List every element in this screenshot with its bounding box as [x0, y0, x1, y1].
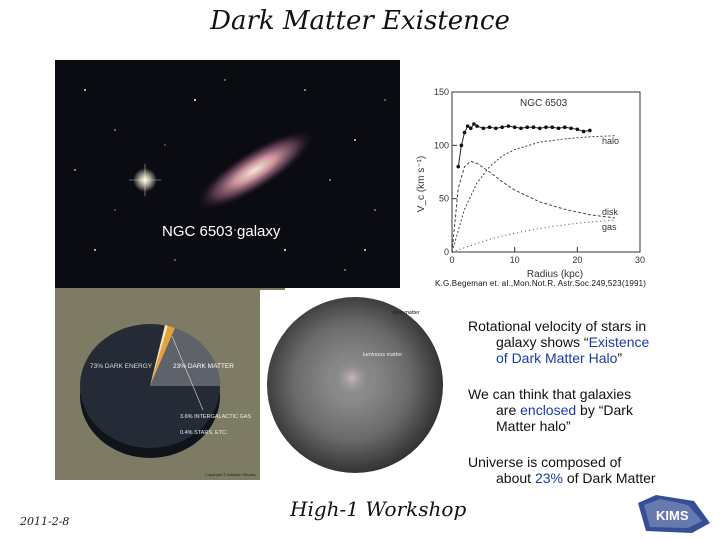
dark-matter-halo-image: dark matter luminous matter [260, 290, 460, 490]
observed-point [588, 128, 592, 133]
citation: K.G.Begeman et. al.,Mon.Not.R. Astr.Soc.… [435, 279, 647, 288]
pie-label-stars: 0.4% STARS, ETC. [180, 430, 228, 436]
observed-point [465, 124, 470, 128]
chart-series [451, 135, 615, 253]
series-line-disk [451, 160, 615, 253]
bullet-1-line3: of Dark Matter Halo” [496, 350, 623, 366]
x-tick-label: 20 [572, 255, 582, 265]
observed-point [456, 164, 461, 169]
galaxy-photo: NGC 6503 galaxy [55, 60, 400, 288]
observed-point [525, 125, 529, 129]
bullet-2-line3: Matter halo” [496, 418, 571, 434]
bullet-3: Universe is composed of about 23% of Dar… [468, 454, 713, 486]
pie-label-dark-energy: 73% DARK ENERGY [90, 363, 153, 370]
label-halo: halo [602, 136, 619, 146]
observed-point [475, 124, 479, 128]
y-tick-label: 100 [434, 140, 449, 150]
y-tick-label: 0 [444, 247, 449, 257]
kims-logo: KIMS [634, 493, 714, 535]
bullet-2-line1: We can think that galaxies [468, 386, 632, 402]
observed-point [469, 126, 473, 131]
series-line-gas [451, 219, 615, 253]
halo-label-dark-matter: dark matter [392, 310, 420, 316]
observed-point [556, 126, 561, 131]
rotation-curve-chart: 0 10 20 30 0 50 100 150 NGC 6503 Radius (kpc) V… [400, 74, 655, 284]
observed-point [575, 127, 580, 132]
chart-xlabel: Radius (kpc) [527, 269, 583, 280]
y-tick-label: 50 [439, 194, 449, 204]
pie-label-gas: 3.6% INTERGALACTIC GAS [180, 414, 252, 420]
label-gas: gas [602, 222, 617, 232]
halo-label-luminous: luminous matter [363, 352, 402, 358]
bullet-2: We can think that galaxies are enclosed … [468, 386, 713, 434]
bullet-1-line2: galaxy shows “Existence [496, 334, 650, 350]
slide-title: Dark Matter Existence [210, 6, 510, 36]
observed-point [462, 130, 467, 135]
pie-label-dark-matter: 23% DARK MATTER [173, 363, 234, 370]
slide-date: 2011-2-8 [20, 515, 70, 528]
observed-point [519, 126, 523, 131]
pie-photo: 73% DARK ENERGY 23% DARK MATTER 3.6% INT… [55, 288, 285, 480]
x-tick-label: 10 [510, 255, 520, 265]
observed-point [544, 125, 548, 129]
bullet-3-line2: about 23% of Dark Matter [496, 470, 656, 486]
observed-point [506, 124, 511, 128]
observed-point [563, 125, 567, 129]
galaxy-image [55, 60, 400, 288]
observed-point [487, 125, 492, 129]
universe-pie: 73% DARK ENERGY 23% DARK MATTER 3.6% INT… [55, 288, 285, 480]
plot-frame [451, 91, 641, 253]
observed-point [581, 129, 586, 134]
chart-axes: 0 10 20 30 0 50 100 150 [434, 87, 645, 265]
series-line-halo [451, 135, 615, 253]
observed-point [459, 143, 464, 148]
bullet-1: Rotational velocity of stars in galaxy s… [468, 318, 713, 366]
y-tick-label: 150 [434, 87, 449, 97]
bullet-list: Rotational velocity of stars in galaxy s… [468, 318, 713, 506]
chart-title: NGC 6503 [520, 98, 568, 109]
observed-point [537, 126, 542, 131]
observed-point [500, 125, 504, 129]
bullet-2-line2: are enclosed by “Dark [496, 402, 633, 418]
observed-point [550, 125, 555, 129]
x-tick-label: 30 [635, 255, 645, 265]
chart-ylabel: V_c (km s⁻¹) [416, 156, 427, 212]
pie-credit: Copyright © Addison Wesley [205, 472, 256, 477]
logo-text: KIMS [656, 508, 689, 523]
bullet-3-line1: Universe is composed of [468, 454, 622, 470]
chart-points [456, 122, 592, 169]
observed-point [531, 125, 536, 129]
bullet-1-line1: Rotational velocity of stars in [468, 318, 647, 334]
observed-point [472, 122, 476, 126]
observed-point [512, 125, 517, 129]
observed-point [481, 126, 486, 131]
label-disk: disk [602, 207, 619, 217]
slide-footer: High-1 Workshop [290, 497, 467, 521]
observed-point [569, 126, 573, 131]
x-tick-label: 0 [449, 255, 454, 265]
galaxy-label: NGC 6503 galaxy [162, 223, 281, 240]
observed-point [494, 126, 498, 131]
